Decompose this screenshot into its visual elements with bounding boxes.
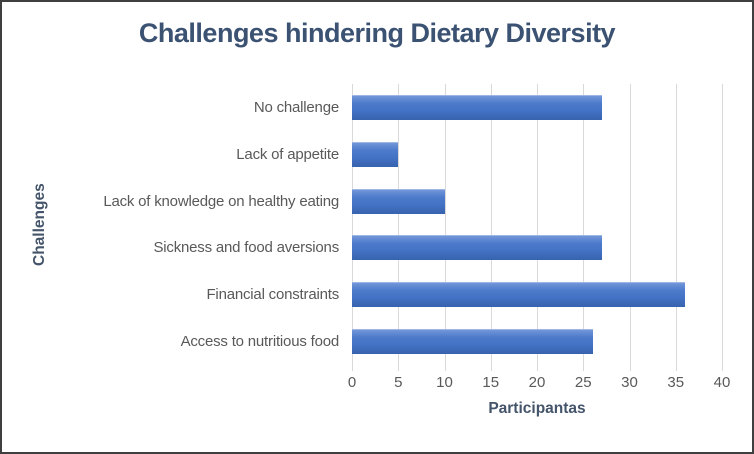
bar [352, 94, 602, 120]
category-label: Financial constraints [206, 286, 339, 304]
bar-row [352, 271, 722, 318]
category-axis-labels: No challenge Lack of appetite Lack of know… [4, 84, 346, 365]
category-label: Sickness and food aversions [153, 239, 339, 257]
category-label: Access to nutritious food [180, 333, 340, 351]
bar [352, 188, 445, 214]
x-tick-label: 35 [667, 374, 685, 391]
gridline [629, 84, 631, 371]
gridline [352, 84, 353, 371]
x-tick-label: 40 [713, 374, 731, 391]
gridline [675, 84, 677, 371]
gridline [537, 84, 538, 371]
category-label: No challenge [253, 98, 339, 116]
gridline [722, 84, 723, 371]
bar [352, 282, 685, 308]
x-axis-tick-labels: 0 5 10 15 20 25 30 35 40 [348, 374, 731, 392]
bar-row [352, 224, 722, 271]
chart-title: Challenges hindering Dietary Diversity [138, 18, 616, 48]
gridline [398, 84, 400, 371]
category-label: Lack of appetite [236, 145, 339, 163]
bar [352, 141, 399, 167]
bar-row [352, 131, 722, 178]
plot-area [352, 84, 723, 371]
bar [352, 329, 593, 355]
bar [352, 235, 602, 261]
gridline [583, 84, 585, 371]
x-tick-label: 20 [528, 374, 546, 391]
x-tick-label: 10 [436, 374, 453, 391]
x-axis-title: Participantas [488, 400, 586, 417]
x-tick-label: 30 [621, 374, 638, 391]
gridline [444, 84, 446, 371]
bar-row [352, 178, 722, 225]
gridline [490, 84, 492, 371]
bar-row [352, 318, 722, 365]
x-tick-label: 5 [394, 374, 403, 391]
bar-row [352, 84, 722, 131]
x-tick-label: 15 [482, 374, 500, 391]
bar-series [352, 84, 722, 365]
x-tick-label: 25 [574, 374, 592, 391]
category-label: Lack of knowledge on healthy eating [103, 192, 339, 210]
x-tick-label: 0 [347, 374, 357, 391]
